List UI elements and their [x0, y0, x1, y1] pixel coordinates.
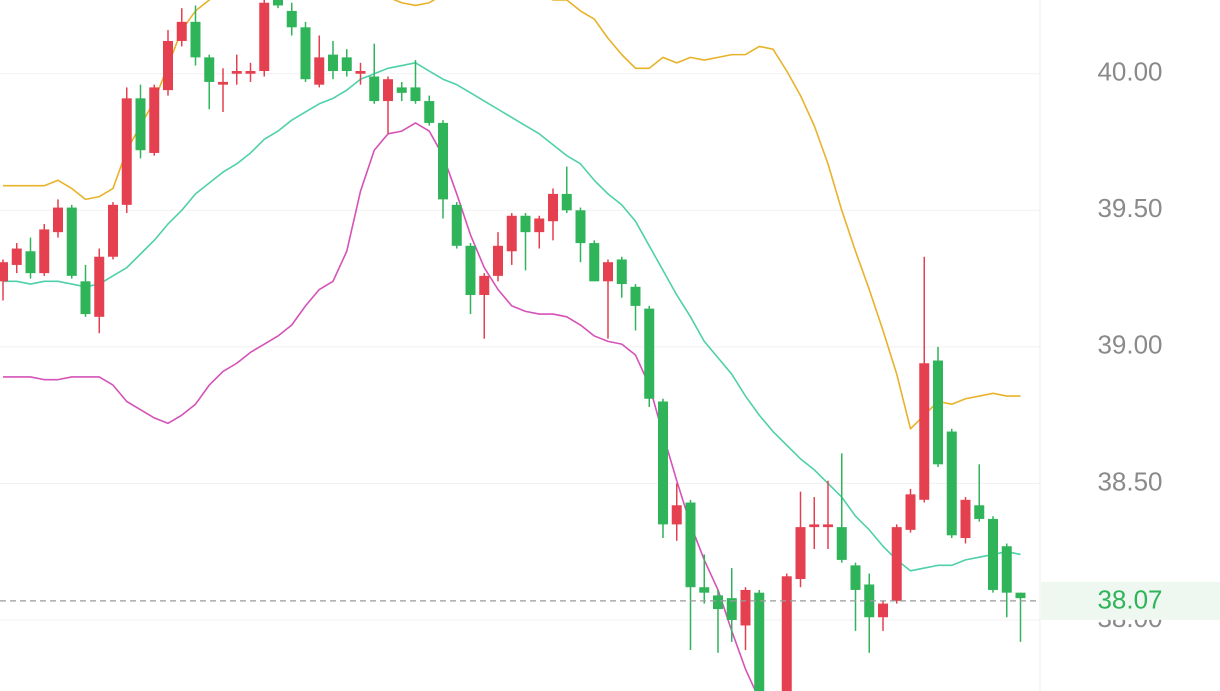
candle-body: [589, 243, 600, 282]
candle-body: [245, 71, 256, 74]
candle-body: [231, 71, 242, 74]
candle-body: [108, 204, 118, 257]
candle-body: [671, 505, 682, 525]
candle-body: [25, 251, 36, 274]
overlay-line: [3, 122, 757, 691]
candle-body: [933, 360, 943, 465]
candle-body: [94, 256, 105, 317]
candle-body: [341, 57, 352, 72]
candle-body: [80, 281, 91, 315]
candle-body: [795, 527, 806, 580]
overlay-line: [3, 62, 1021, 572]
grid: [0, 73, 1040, 621]
candle-body: [53, 207, 63, 233]
candle-body: [974, 505, 985, 519]
candle-body: [396, 87, 407, 93]
candle-body: [1001, 546, 1012, 593]
candle-body: [259, 2, 270, 72]
candle-body: [630, 286, 641, 306]
candle-body: [836, 527, 847, 560]
candle-body: [534, 218, 545, 233]
candle-body: [575, 210, 586, 244]
candle-body: [218, 81, 228, 85]
candle-body: [424, 101, 435, 123]
candle-body: [713, 595, 723, 610]
candle-body: [823, 524, 833, 528]
candle-body: [383, 79, 393, 102]
candle-body: [465, 245, 476, 295]
candle-body: [685, 502, 696, 588]
candle-body: [66, 207, 77, 276]
y-tick-label: 39.50: [1097, 193, 1162, 223]
candle-body: [355, 71, 366, 74]
candle-body: [438, 122, 448, 200]
candle-body: [328, 54, 338, 72]
candle-body: [479, 275, 490, 295]
candle-body: [561, 193, 572, 211]
candle-body: [273, 0, 283, 6]
y-tick-label: 39.00: [1097, 330, 1162, 360]
candle-body: [658, 401, 668, 525]
candle-body: [314, 57, 325, 85]
candle-body: [204, 57, 215, 82]
candle-body: [176, 21, 187, 41]
y-tick-label: 40.00: [1097, 57, 1162, 87]
candle-body: [286, 10, 297, 28]
candle-body: [781, 576, 792, 691]
candle-body: [864, 584, 875, 618]
candle-body: [960, 499, 971, 539]
candle-body: [809, 524, 820, 528]
candle-body: [754, 592, 765, 691]
candle-body: [369, 76, 380, 102]
y-tick-label: 38.50: [1097, 466, 1162, 496]
candle-body: [644, 308, 655, 399]
plot-area: [0, 0, 1040, 691]
candle-body: [149, 87, 160, 153]
candle-body: [905, 494, 916, 530]
candle-body: [726, 598, 737, 620]
candle-body: [850, 565, 861, 590]
candle-body: [946, 431, 957, 536]
candle-body: [891, 527, 902, 601]
candle-body: [740, 589, 751, 626]
candle-body: [919, 363, 930, 500]
candle-body: [0, 262, 8, 282]
candle-body: [410, 87, 421, 102]
candle-body: [190, 21, 201, 58]
candle-body: [603, 262, 613, 282]
candle-body: [300, 27, 311, 80]
candle-body: [506, 215, 517, 252]
candle-body: [451, 204, 462, 246]
candle-body: [548, 193, 558, 222]
candle-body: [121, 98, 132, 205]
candle-body: [163, 40, 173, 91]
candle-body: [988, 518, 998, 590]
candle-body: [11, 248, 22, 265]
candle-body: [1015, 592, 1026, 599]
candle-body: [878, 603, 888, 618]
candle-body: [699, 587, 710, 593]
last-price-label: 38.07: [1097, 585, 1162, 615]
candle-body: [493, 245, 503, 276]
last-price-box: [1041, 581, 1220, 620]
candle-body: [135, 98, 146, 151]
candle-body: [616, 259, 627, 285]
candle-body: [520, 215, 531, 233]
candle-body: [39, 229, 50, 274]
